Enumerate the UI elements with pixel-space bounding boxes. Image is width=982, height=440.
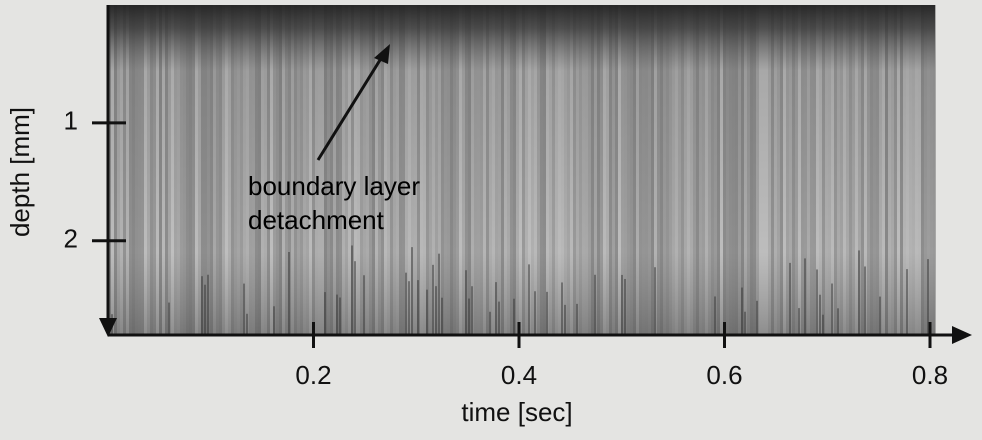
x-tick-label: 0.4	[501, 360, 537, 390]
x-axis-label: time [sec]	[461, 397, 572, 427]
x-tick-label: 0.8	[912, 360, 948, 390]
annotation-line: boundary layer	[248, 171, 420, 201]
x-tick-label: 0.2	[295, 360, 331, 390]
y-axis-label: depth [mm]	[5, 107, 35, 237]
y-tick-label: 2	[64, 224, 78, 254]
x-axis-arrow	[952, 326, 972, 344]
annotation-line: detachment	[248, 205, 385, 235]
x-tick-label: 0.6	[706, 360, 742, 390]
image-shading	[108, 5, 935, 335]
y-axis-arrow	[99, 318, 117, 337]
annotation-arrow	[316, 51, 387, 161]
y-tick-label: 1	[64, 106, 78, 136]
annotation-arrowhead	[374, 44, 390, 64]
